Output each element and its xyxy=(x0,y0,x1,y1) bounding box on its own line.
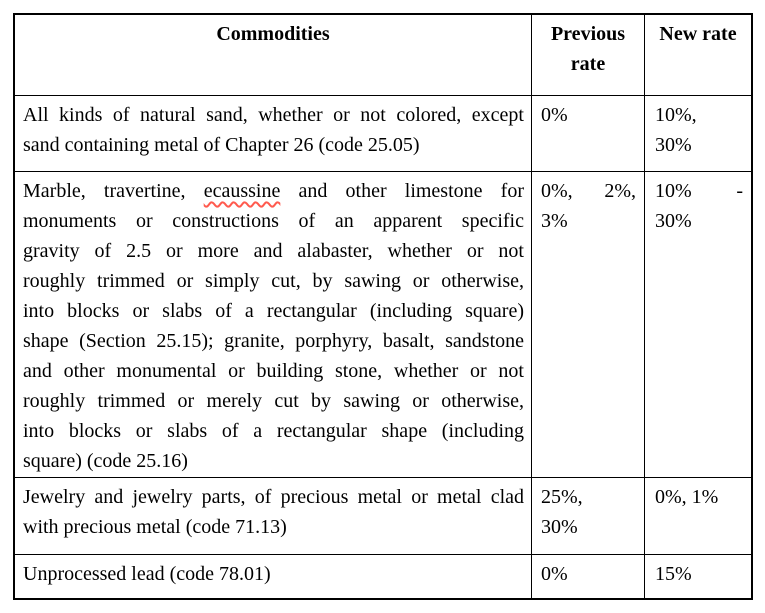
text-line: 30% xyxy=(541,516,578,538)
previous-rate-cell-marble: 0%, 2%, 3% xyxy=(532,172,645,478)
misspelled-word: ecaussine xyxy=(203,180,281,202)
commodity-rates-table: Commodities Previous rate New rate All k… xyxy=(13,13,753,600)
commodity-cell-lead: Unprocessed lead (code 78.01) xyxy=(15,555,532,598)
text-line: 10% - xyxy=(655,180,743,202)
text-line: roughly trimmed or simply cut, by sawing… xyxy=(23,270,524,292)
text-line: 0%, 1% xyxy=(655,486,719,508)
header-new-rate-label: New rate xyxy=(659,23,737,45)
previous-rate-cell-lead: 0% xyxy=(532,555,645,598)
commodity-marble-line1-before: Marble, travertine, xyxy=(23,180,204,202)
text-line: Jewelry and jewelry parts, of precious m… xyxy=(23,486,524,508)
text-line: 0%, 2%, xyxy=(541,180,636,202)
text-line: and other monumental or building stone, … xyxy=(23,360,524,382)
header-commodities: Commodities xyxy=(15,15,532,96)
text-line: 25%, xyxy=(541,486,583,508)
text-line: 15% xyxy=(655,563,692,585)
text-line: square) (code 25.16) xyxy=(23,450,188,472)
new-rate-cell-lead: 15% xyxy=(645,555,751,598)
previous-rate-cell-jewelry: 25%, 30% xyxy=(532,478,645,555)
new-rate-cell-sand: 10%, 30% xyxy=(645,96,751,172)
text-line: 0% xyxy=(541,563,568,585)
header-previous-rate-label: Previous rate xyxy=(550,23,626,75)
header-new-rate: New rate xyxy=(645,15,751,96)
text-line: 3% xyxy=(541,210,568,232)
text-line: monuments or constructions of an apparen… xyxy=(23,210,524,232)
commodity-cell-jewelry: Jewelry and jewelry parts, of precious m… xyxy=(15,478,532,555)
text-line: into blocks or slabs of a rectangular (i… xyxy=(23,300,524,322)
text-line: 0% xyxy=(541,104,568,126)
commodity-marble-line1: Marble, travertine, ecaussine and other … xyxy=(23,176,524,206)
previous-rate-cell-sand: 0% xyxy=(532,96,645,172)
commodity-marble-line1-after: and other limestone for xyxy=(280,180,524,202)
text-line: Unprocessed lead (code 78.01) xyxy=(23,563,271,585)
text-line: sand containing metal of Chapter 26 (cod… xyxy=(23,134,420,156)
text-line: All kinds of natural sand, whether or no… xyxy=(23,104,524,126)
new-rate-cell-marble: 10% - 30% xyxy=(645,172,751,478)
text-line: 30% xyxy=(655,134,692,156)
new-rate-cell-jewelry: 0%, 1% xyxy=(645,478,751,555)
text-line: 30% xyxy=(655,210,692,232)
commodity-cell-sand: All kinds of natural sand, whether or no… xyxy=(15,96,532,172)
text-line: gravity of 2.5 or more and alabaster, wh… xyxy=(23,240,524,262)
text-line: with precious metal (code 71.13) xyxy=(23,516,287,538)
text-line: roughly trimmed or merely cut by sawing … xyxy=(23,390,524,412)
text-line: 10%, xyxy=(655,104,697,126)
commodity-marble-rest-lines: monuments or constructions of an apparen… xyxy=(23,206,524,476)
header-previous-rate: Previous rate xyxy=(532,15,645,96)
commodity-cell-marble: Marble, travertine, ecaussine and other … xyxy=(15,172,532,478)
text-line: shape (Section 25.15); granite, porphyry… xyxy=(23,330,524,352)
header-commodities-label: Commodities xyxy=(216,23,330,45)
text-line: into blocks or slabs of a rectangular sh… xyxy=(23,420,524,442)
